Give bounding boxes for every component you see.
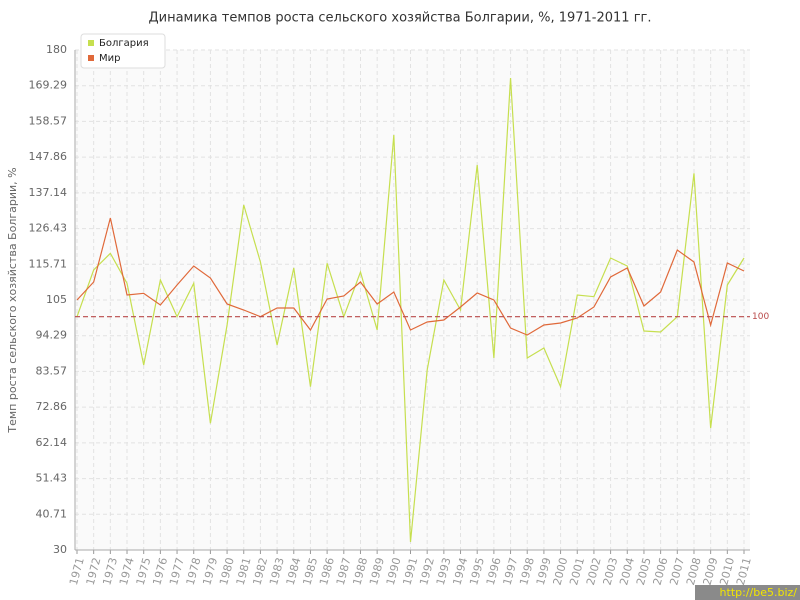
legend-label: Мир	[99, 53, 120, 64]
legend-box	[80, 33, 166, 69]
legend-label: Болгария	[99, 38, 149, 49]
y-axis-label: Темп роста сельского хозяйства Болгарии,…	[6, 167, 19, 433]
y-tick-label: 169.29	[29, 79, 68, 92]
y-tick-label: 94.29	[36, 329, 68, 342]
y-tick-label: 83.57	[36, 364, 68, 377]
y-tick-label: 158.57	[29, 114, 68, 127]
series-line	[76, 217, 745, 336]
y-tick-label: 147.86	[29, 150, 68, 163]
y-tick-label: 180	[46, 43, 67, 56]
y-tick-label: 40.71	[36, 507, 68, 520]
reference-label: 100	[752, 312, 769, 322]
y-tick-label: 137.14	[29, 186, 68, 199]
watermark-bg	[695, 585, 800, 600]
chart-title: Динамика темпов роста сельского хозяйств…	[148, 11, 651, 26]
x-tick-label: 2011	[734, 556, 754, 586]
series-line	[76, 77, 745, 543]
y-tick-label: 115.71	[29, 257, 68, 270]
watermark: http://be5.biz/	[720, 586, 798, 599]
legend-marker	[88, 40, 94, 46]
y-tick-label: 105	[46, 293, 67, 306]
y-tick-label: 30	[53, 543, 67, 556]
y-tick-label: 72.86	[36, 400, 68, 413]
y-tick-label: 51.43	[36, 472, 68, 485]
y-tick-label: 62.14	[36, 436, 68, 449]
legend-marker	[88, 55, 94, 61]
y-tick-label: 126.43	[29, 222, 68, 235]
